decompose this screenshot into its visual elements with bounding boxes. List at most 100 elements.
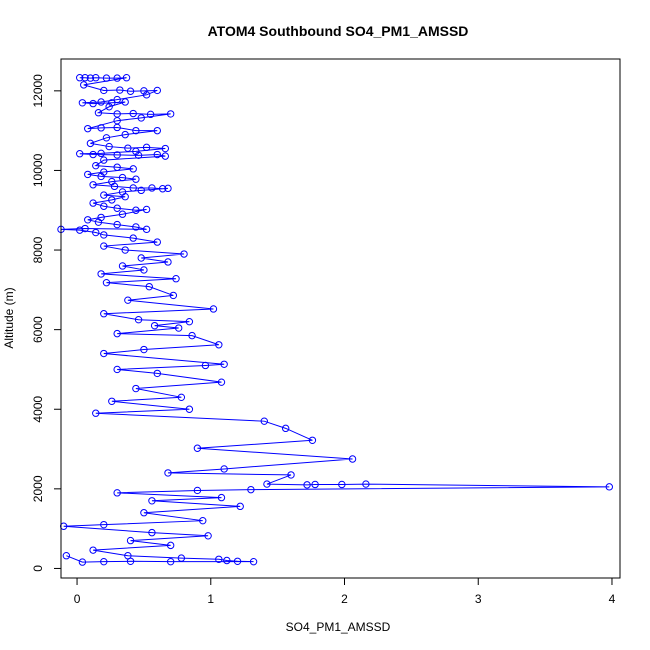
y-axis-label: Altitude (m) [2,287,16,348]
data-point [193,444,202,452]
data-point [150,321,159,330]
data-point [94,218,103,226]
data-point [204,532,212,540]
data-point [247,485,255,494]
data-point [137,114,145,122]
data-point [80,81,88,89]
data-point [86,139,95,148]
data-point [605,483,614,491]
data-point [209,305,218,313]
data-point [84,124,92,133]
data-point [89,199,97,207]
data-point [92,161,100,170]
data-point [113,123,121,132]
data-point [199,516,207,525]
data-point [124,144,132,152]
data-point [153,369,161,378]
data-point [177,393,186,402]
data-point [100,231,108,239]
data-point [137,254,145,262]
data-point [84,216,92,224]
data-point [126,87,135,95]
data-point [303,481,311,489]
data-point [76,226,84,234]
data-point [132,126,140,135]
plot-frame [60,58,621,579]
data-point [148,184,156,192]
data-point [121,98,129,106]
data-point [113,220,121,229]
data-point [100,520,108,529]
data-point [126,536,135,545]
data-point [118,210,127,218]
data-point [220,465,228,473]
data-point [215,555,223,563]
data-point [86,74,95,82]
data-point [140,509,148,517]
data-point [233,557,242,565]
data-point [146,110,155,119]
data-point [142,143,151,152]
data-point [161,152,170,160]
x-tick-label: 0 [74,592,81,606]
data-point [116,86,124,94]
data-point [126,557,135,565]
data-point [121,193,129,201]
data-point [161,144,170,153]
data-point [260,417,268,425]
data-point [185,317,194,326]
y-tick-label: 6000 [31,316,45,343]
y-tick-label: 2000 [31,475,45,502]
data-point [97,270,105,278]
data-point [110,182,119,191]
x-tick-label: 1 [207,592,214,606]
x-tick-label: 4 [609,592,616,606]
data-point [113,204,121,212]
y-tick-label: 12000 [31,74,45,108]
data-point [281,424,290,433]
data-point [164,469,172,477]
data-point [81,74,89,82]
data-point [100,191,108,199]
data-point [100,242,108,250]
data-point [78,99,87,107]
data-point [113,365,121,374]
data-point [76,74,84,82]
chart-title: ATOM4 Southbound SO4_PM1_AMSSD [208,23,469,39]
plot-area [57,74,614,566]
data-point [215,341,223,349]
data-point [89,99,97,108]
x-tick-label: 3 [475,592,482,606]
data-point [134,151,143,160]
y-axis: 0 2000 4000 6000 8000 10000 12000 [31,74,62,572]
series-line [60,77,610,563]
data-point [102,278,111,287]
data-point [153,86,161,95]
data-point [142,91,151,99]
data-point [164,258,172,266]
data-point [100,310,108,318]
data-point [164,184,172,193]
data-point [100,349,108,358]
data-point [100,202,108,210]
data-point [217,378,226,386]
data-point [174,324,183,332]
data-point [122,74,131,82]
x-axis-label: SO4_PM1_AMSSD [286,620,391,634]
data-point [185,405,194,413]
y-tick-label: 0 [31,565,45,572]
data-point [102,74,111,82]
data-point [223,556,231,565]
data-point [113,151,121,159]
data-point [348,455,357,463]
data-point [92,409,100,417]
data-point [158,185,167,193]
data-point [100,557,108,566]
data-point [97,124,105,132]
data-point [263,480,271,488]
data-point [113,489,121,497]
y-tick-label: 8000 [31,236,45,263]
data-point [84,170,92,179]
data-point [308,436,317,444]
